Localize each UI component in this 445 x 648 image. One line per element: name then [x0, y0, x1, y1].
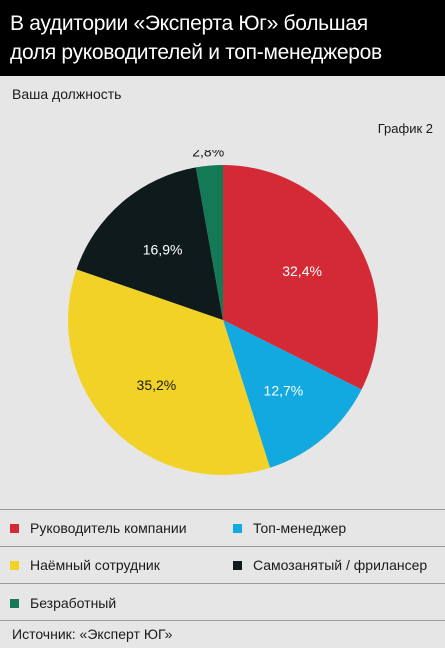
legend-item-director: Руководитель компании	[10, 520, 187, 536]
legend-divider-1	[0, 546, 445, 547]
legend-item-top-manager: Топ-менеджер	[233, 520, 346, 536]
legend-label-unemployed: Безработный	[30, 595, 117, 611]
pie-label-4: 16,9%	[143, 241, 183, 257]
legend-item-unemployed: Безработный	[10, 595, 116, 611]
pie-slice-3	[68, 269, 270, 475]
chart-title-line-1: В аудитории «Эксперта Юг» большая	[10, 12, 368, 35]
legend-item-employee: Наёмный сотрудник	[10, 557, 160, 573]
source-note: Источник: «Эксперт ЮГ»	[12, 626, 173, 642]
graph-number-label: График 2	[377, 121, 433, 136]
pie-slice-1	[223, 165, 379, 390]
pie-labels: 32,4% 12,7% 35,2% 16,9% 2,8%	[137, 150, 322, 399]
legend-swatch-director	[10, 523, 19, 533]
pie-chart: 32,4% 12,7% 35,2% 16,9% 2,8%	[68, 150, 379, 475]
legend-item-freelancer: Самозанятый / фрилансер	[233, 557, 427, 573]
pie-slice-4	[76, 167, 224, 320]
pie-label-5: 2,8%	[192, 150, 224, 160]
chart-header: В аудитории «Эксперта Юг» большая доля р…	[0, 0, 445, 76]
chart-subtitle: Ваша должность	[12, 86, 122, 102]
legend-divider-2	[0, 583, 445, 584]
legend-divider-top	[0, 509, 445, 510]
legend-label-top-manager: Топ-менеджер	[253, 520, 347, 536]
legend-swatch-unemployed	[10, 598, 19, 608]
chart-title-line-2: доля руководителей и топ-менеджеров	[10, 41, 382, 64]
pie-slice-5	[195, 165, 223, 320]
legend-divider-bottom	[0, 620, 445, 621]
legend-swatch-employee	[10, 560, 19, 570]
legend-swatch-freelancer	[233, 560, 242, 570]
legend-label-director: Руководитель компании	[30, 520, 187, 536]
legend-label-freelancer: Самозанятый / фрилансер	[253, 557, 428, 573]
pie-label-2: 12,7%	[264, 383, 304, 399]
pie-label-3: 35,2%	[137, 377, 177, 393]
pie-slice-2	[223, 320, 362, 468]
pie-label-1: 32,4%	[282, 263, 322, 279]
legend-label-employee: Наёмный сотрудник	[30, 557, 160, 573]
pie-slices	[68, 165, 379, 475]
legend-swatch-top-manager	[233, 523, 242, 533]
